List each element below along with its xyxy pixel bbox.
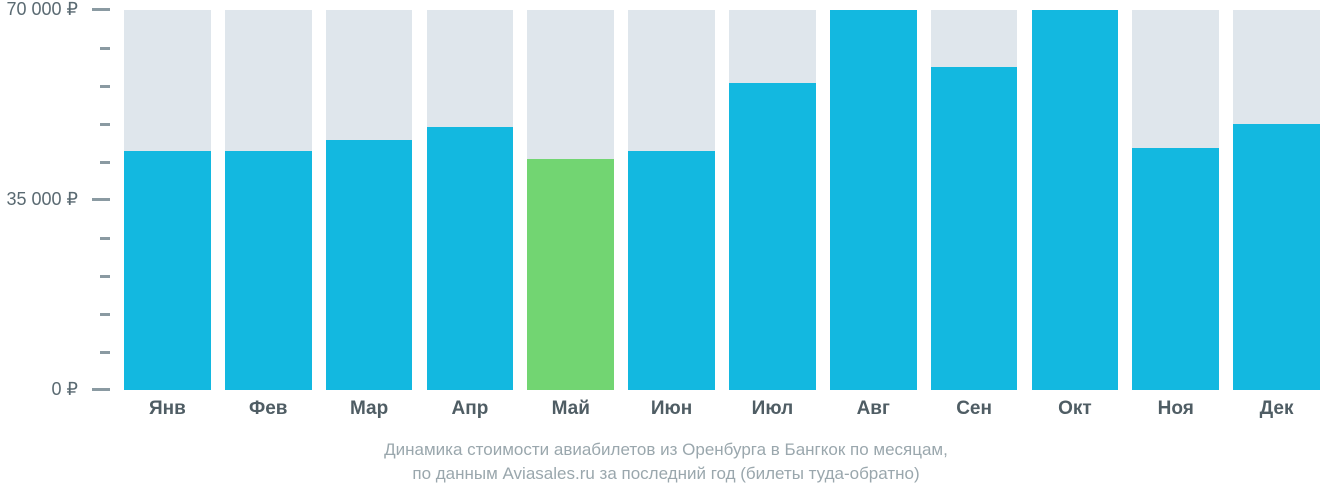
plot-area [110, 10, 1320, 390]
bar-slot [830, 10, 917, 390]
tick-mark [92, 8, 110, 11]
bar [729, 83, 816, 390]
bar [1132, 148, 1219, 390]
x-tick-label: Апр [427, 398, 514, 420]
chart-caption-line1: Динамика стоимости авиабилетов из Оренбу… [0, 440, 1332, 460]
x-tick-label: Дек [1233, 398, 1320, 420]
tick-mark [92, 198, 110, 201]
x-tick-label: Сен [931, 398, 1018, 420]
x-tick-label: Июл [729, 398, 816, 420]
y-tick-minor [100, 313, 110, 316]
bar [225, 151, 312, 390]
x-tick-label: Янв [124, 398, 211, 420]
y-tick-label: 0 ₽ [52, 379, 92, 400]
price-chart: 0 ₽35 000 ₽70 000 ₽ ЯнвФевМарАпрМайИюнИю… [0, 0, 1332, 502]
y-tick-label: 35 000 ₽ [6, 189, 92, 210]
y-tick-minor [100, 123, 110, 126]
y-axis: 0 ₽35 000 ₽70 000 ₽ [0, 10, 110, 390]
bar-slot [427, 10, 514, 390]
bar [1233, 124, 1320, 390]
x-tick-label: Окт [1032, 398, 1119, 420]
x-tick-label: Авг [830, 398, 917, 420]
bar [527, 159, 614, 390]
bar-slot [729, 10, 816, 390]
y-tick-minor [100, 85, 110, 88]
x-tick-label: Ноя [1132, 398, 1219, 420]
bar [830, 10, 917, 390]
bar [628, 151, 715, 390]
bar-slot [628, 10, 715, 390]
bar-slot [1032, 10, 1119, 390]
bar-slot [326, 10, 413, 390]
bar [1032, 10, 1119, 390]
y-tick-minor [100, 351, 110, 354]
bar [931, 67, 1018, 390]
tick-mark [92, 388, 110, 391]
bar-slot [225, 10, 312, 390]
x-tick-label: Мар [326, 398, 413, 420]
bar [124, 151, 211, 390]
bar [427, 127, 514, 390]
y-tick-minor [100, 161, 110, 164]
x-axis: Янв Фев Мар Апр Май Июн Июл Авг Сен Окт Ноя Дек [110, 398, 1320, 428]
bar-slot [527, 10, 614, 390]
bar-slot [1233, 10, 1320, 390]
y-tick-minor [100, 237, 110, 240]
bar [326, 140, 413, 390]
x-tick-label: Май [527, 398, 614, 420]
chart-caption-line2: по данным Aviasales.ru за последний год … [0, 464, 1332, 484]
bar-slot [124, 10, 211, 390]
bar-slot [1132, 10, 1219, 390]
y-tick-minor [100, 275, 110, 278]
y-tick-minor [100, 47, 110, 50]
x-tick-label: Июн [628, 398, 715, 420]
bar-slot [931, 10, 1018, 390]
y-tick-label: 70 000 ₽ [6, 0, 92, 20]
x-tick-label: Фев [225, 398, 312, 420]
